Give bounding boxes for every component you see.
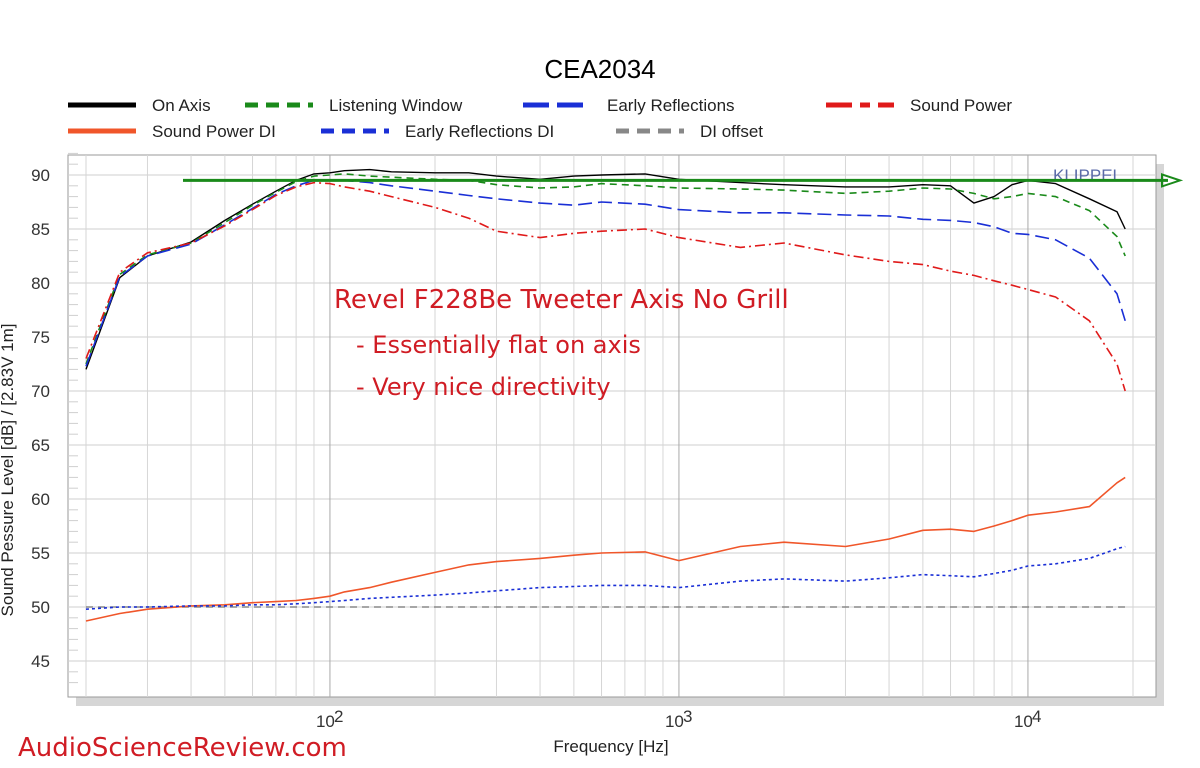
x-tick-label: 10 — [665, 712, 684, 731]
chart-title: CEA2034 — [544, 54, 655, 84]
legend: On Axis Listening Window Early Reflections… — [68, 96, 1012, 141]
y-tick-label: 75 — [31, 328, 50, 347]
y-tick-label: 65 — [31, 436, 50, 455]
annotation-directivity: - Very nice directivity — [356, 373, 611, 401]
y-axis-label: Sound Pessure Level [dB] / [2.83V 1m] — [0, 324, 17, 617]
reference-arrow-head — [1161, 173, 1184, 188]
legend-label: Listening Window — [329, 96, 463, 115]
y-tick-label: 90 — [31, 166, 50, 185]
site-credit: AudioScienceReview.com — [18, 733, 347, 763]
x-tick-exponent: 4 — [1032, 707, 1041, 726]
series-on-axis — [85, 168, 1126, 370]
annotation-title: Revel F228Be Tweeter Axis No Grill — [334, 285, 789, 315]
legend-label: DI offset — [700, 122, 763, 141]
y-axis: 45 50 55 60 65 70 75 80 85 90 — [31, 166, 50, 671]
annotation-flat-on-axis: - Essentially flat on axis — [356, 331, 641, 359]
series-early-reflections-di — [85, 545, 1126, 610]
series-listening-window — [85, 173, 1126, 365]
klippel-watermark: KLIPPEL — [1053, 166, 1122, 185]
legend-label: Sound Power — [910, 96, 1012, 115]
x-tick-exponent: 2 — [334, 707, 343, 726]
y-tick-label: 80 — [31, 274, 50, 293]
series-sound-power-di — [85, 476, 1126, 622]
x-tick-label: 10 — [316, 712, 335, 731]
y-tick-label: 55 — [31, 544, 50, 563]
legend-label: On Axis — [152, 96, 211, 115]
series-layer — [85, 168, 1126, 622]
y-tick-label: 60 — [31, 490, 50, 509]
legend-label: Sound Power DI — [152, 122, 276, 141]
x-tick-label: 10 — [1014, 712, 1033, 731]
plot-area — [67, 154, 1157, 698]
x-axis-label: Frequency [Hz] — [553, 737, 668, 756]
y-tick-label: 50 — [31, 598, 50, 617]
series-sound-power — [85, 181, 1126, 392]
x-tick-exponent: 3 — [683, 707, 692, 726]
legend-label: Early Reflections DI — [405, 122, 554, 141]
reference-arrow — [183, 173, 1184, 188]
legend-label: Early Reflections — [607, 96, 735, 115]
y-tick-label: 85 — [31, 220, 50, 239]
series-early-reflections — [85, 179, 1126, 367]
y-tick-label: 45 — [31, 652, 50, 671]
y-tick-label: 70 — [31, 382, 50, 401]
x-axis: 10 2 10 3 10 4 — [316, 707, 1041, 731]
